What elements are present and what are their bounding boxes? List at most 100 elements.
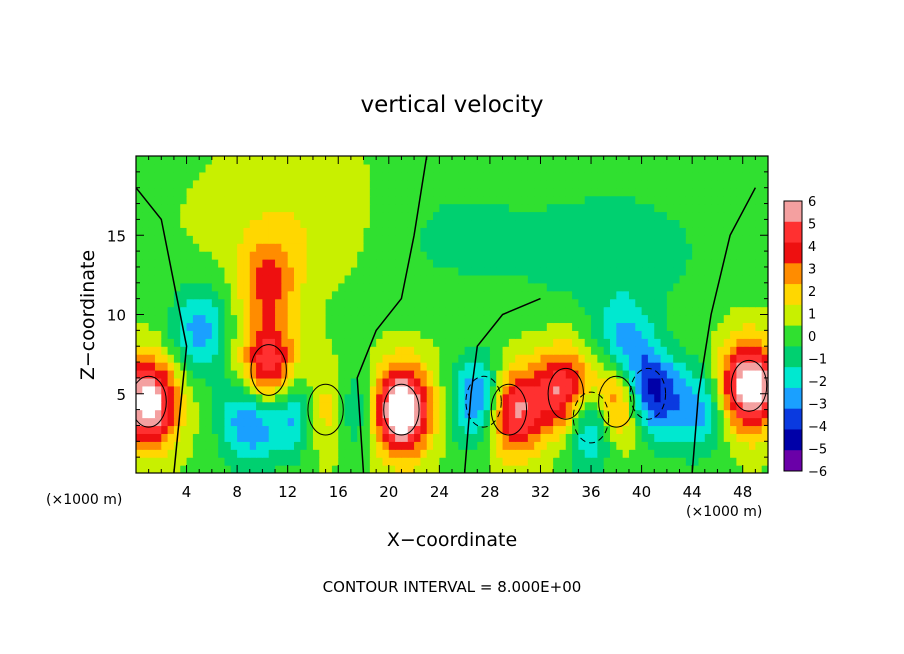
field-cell [534, 298, 542, 308]
field-cell [376, 465, 384, 473]
field-cell [161, 354, 169, 363]
field-cell [407, 171, 415, 181]
field-cell [414, 171, 421, 181]
field-cell [294, 330, 301, 339]
field-cell [230, 195, 238, 205]
field-cell [515, 235, 523, 244]
field-cell [584, 354, 592, 363]
field-cell [395, 330, 403, 339]
field-cell [306, 203, 314, 213]
field-cell [281, 330, 289, 339]
field-cell [420, 259, 428, 268]
field-cell [294, 306, 301, 316]
field-cell [489, 314, 497, 324]
field-cell [723, 417, 731, 427]
field-cell [489, 259, 497, 268]
field-cell [515, 266, 523, 276]
field-cell [312, 243, 320, 252]
field-cell [300, 322, 308, 331]
field-cell [647, 409, 655, 419]
field-cell [679, 338, 687, 347]
field-cell [205, 449, 213, 458]
field-cell [685, 369, 693, 379]
field-cell [692, 441, 700, 450]
field-cell [224, 441, 232, 450]
field-cell [717, 346, 725, 355]
x-tick-label: 32 [531, 483, 550, 501]
field-cell [578, 251, 586, 260]
field-cell [635, 362, 643, 371]
field-cell [565, 330, 573, 339]
field-cell [281, 179, 289, 189]
field-cell [363, 306, 371, 316]
field-cell [414, 282, 421, 292]
field-cell [685, 274, 693, 284]
field-cell [294, 433, 301, 442]
field-cell [230, 377, 238, 387]
x-tick-label: 8 [232, 483, 242, 501]
field-cell [268, 219, 276, 228]
field-cell [306, 235, 314, 244]
field-cell [527, 346, 535, 355]
field-cell [401, 457, 409, 466]
field-cell [388, 187, 396, 197]
field-cell [211, 314, 219, 324]
field-cell [521, 425, 529, 434]
field-cell [635, 227, 643, 236]
colorbar-label: −5 [808, 443, 827, 458]
field-cell [489, 330, 497, 339]
field-cell [401, 433, 409, 442]
zero-contours [136, 156, 768, 473]
field-cell [420, 354, 428, 363]
field-cell [312, 227, 320, 236]
field-cell [572, 266, 579, 276]
field-cell [205, 409, 213, 419]
field-cell [426, 259, 434, 268]
field-cell [180, 306, 188, 316]
field-cell [749, 314, 756, 324]
field-cell [344, 306, 352, 316]
field-cell [395, 243, 403, 252]
field-cell [736, 156, 744, 165]
field-cell [300, 393, 308, 403]
field-cell [515, 362, 523, 371]
field-cell [647, 171, 655, 181]
field-cell [591, 457, 598, 466]
field-cell [237, 290, 245, 300]
field-cell [186, 203, 194, 213]
field-cell [622, 163, 630, 173]
field-cell [161, 251, 169, 260]
field-cell [597, 195, 605, 205]
field-cell [578, 298, 586, 308]
field-cell [730, 322, 737, 331]
field-cell [730, 219, 737, 228]
field-cell [622, 417, 630, 427]
field-cell [243, 346, 251, 355]
field-cell [540, 369, 548, 379]
field-cell [578, 409, 586, 419]
field-cell [363, 235, 371, 244]
field-cell [325, 187, 333, 197]
field-cell [167, 171, 175, 181]
field-cell [180, 290, 188, 300]
field-cell [369, 251, 377, 260]
field-cell [142, 306, 150, 316]
field-cell [407, 385, 415, 395]
field-cell [186, 338, 194, 347]
field-cell [414, 298, 421, 308]
field-cell [749, 235, 756, 244]
field-cell [761, 211, 768, 221]
field-cell [704, 274, 712, 284]
field-cell [698, 203, 706, 213]
field-cell [730, 227, 737, 236]
field-cell [584, 227, 592, 236]
field-cell [230, 449, 238, 458]
field-cell [515, 322, 523, 331]
field-cell [749, 322, 756, 331]
field-cell [142, 282, 150, 292]
field-cell [654, 274, 662, 284]
field-cell [723, 259, 731, 268]
field-cell [521, 203, 529, 213]
field-cell [540, 290, 548, 300]
field-cell [325, 243, 333, 252]
